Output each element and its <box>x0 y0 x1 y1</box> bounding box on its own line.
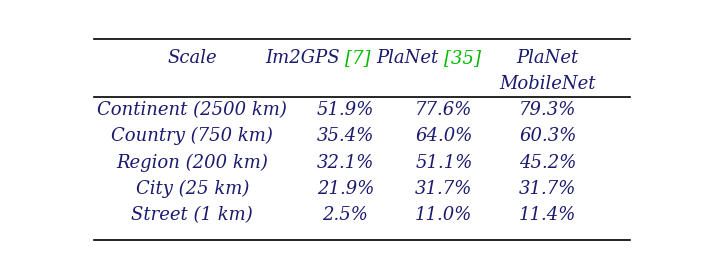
Text: 79.3%: 79.3% <box>519 101 577 119</box>
Text: 2.5%: 2.5% <box>323 206 369 224</box>
Text: MobileNet: MobileNet <box>500 75 596 93</box>
Text: 32.1%: 32.1% <box>317 154 374 172</box>
Text: 21.9%: 21.9% <box>317 180 374 198</box>
Text: [35]: [35] <box>444 49 481 67</box>
Text: 51.9%: 51.9% <box>317 101 374 119</box>
Text: 11.4%: 11.4% <box>519 206 577 224</box>
Text: 35.4%: 35.4% <box>317 127 374 145</box>
Text: Country (750 km): Country (750 km) <box>112 127 273 145</box>
Text: 64.0%: 64.0% <box>415 127 472 145</box>
Text: 31.7%: 31.7% <box>519 180 577 198</box>
Text: Street (1 km): Street (1 km) <box>131 206 253 224</box>
Text: Continent (2500 km): Continent (2500 km) <box>97 101 287 119</box>
Text: Scale: Scale <box>167 49 217 67</box>
Text: 51.1%: 51.1% <box>415 154 472 172</box>
Text: City (25 km): City (25 km) <box>136 180 249 198</box>
Text: 31.7%: 31.7% <box>415 180 472 198</box>
Text: 45.2%: 45.2% <box>519 154 577 172</box>
Text: 60.3%: 60.3% <box>519 127 577 145</box>
Text: Im2GPS: Im2GPS <box>265 49 345 67</box>
Text: PlaNet: PlaNet <box>376 49 444 67</box>
Text: [7]: [7] <box>345 49 371 67</box>
Text: 77.6%: 77.6% <box>415 101 472 119</box>
Text: PlaNet: PlaNet <box>517 49 579 67</box>
Text: 11.0%: 11.0% <box>415 206 472 224</box>
Text: Region (200 km): Region (200 km) <box>116 153 268 172</box>
